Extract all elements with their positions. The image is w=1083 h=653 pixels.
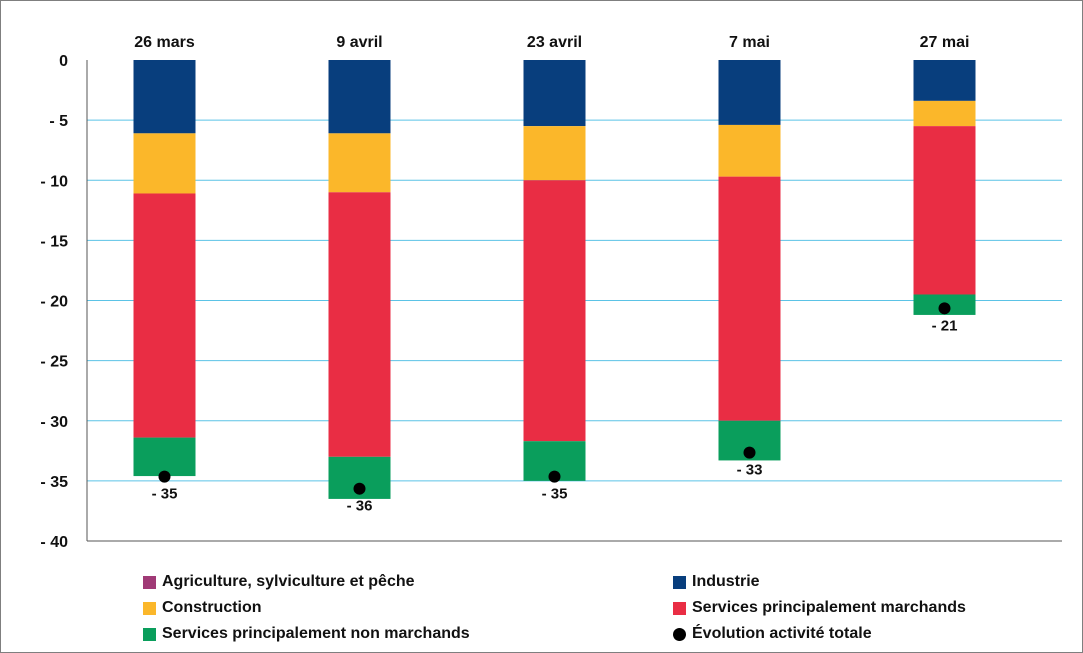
total-label: - 35: [152, 486, 178, 503]
y-tick-label: - 25: [40, 354, 68, 371]
y-tick-label: - 40: [40, 534, 68, 551]
y-tick-label: - 35: [40, 474, 68, 491]
bar-segment: [718, 176, 781, 421]
bar-segment: [523, 180, 586, 442]
total-label: - 21: [932, 317, 958, 334]
bar-segment: [523, 60, 586, 127]
y-axis: 0 - 5 - 10 - 15 - 20 - 25 - 30 - 35 - 40: [40, 53, 1062, 551]
bar-segment: [133, 193, 196, 438]
bar-segment: [133, 437, 196, 477]
bar-segment: [328, 192, 391, 457]
total-marker: [353, 482, 366, 495]
bar-segment: [328, 133, 391, 193]
y-tick-label: - 30: [40, 414, 68, 431]
total-markers: - 35 - 36 - 35 - 33 - 21: [152, 302, 958, 515]
total-marker: [938, 302, 951, 315]
bar-segment: [133, 133, 196, 194]
total-marker: [158, 470, 171, 483]
x-tick-label: 26 mars: [134, 34, 195, 51]
y-tick-label: - 15: [40, 233, 68, 250]
x-tick-label: 9 avril: [336, 34, 382, 51]
bar-segment: [328, 60, 391, 134]
total-label: - 33: [737, 462, 763, 479]
x-tick-label: 23 avril: [527, 34, 582, 51]
x-axis-labels: 26 mars 9 avril 23 avril 7 mai 27 mai: [134, 34, 969, 51]
bar-segment: [718, 60, 781, 125]
bars: [133, 60, 976, 499]
y-tick-label: - 20: [40, 294, 68, 311]
bar-segment: [523, 126, 586, 181]
total-label: - 36: [347, 498, 373, 515]
bar-segment: [133, 60, 196, 134]
y-tick-label: 0: [59, 53, 68, 70]
bar-segment: [913, 126, 976, 295]
total-marker: [548, 470, 561, 483]
y-tick-label: - 5: [49, 113, 68, 130]
total-label: - 35: [542, 486, 568, 503]
bar-segment: [913, 100, 976, 127]
bar-segment: [718, 124, 781, 177]
x-tick-label: 27 mai: [920, 34, 970, 51]
total-marker: [743, 446, 756, 459]
y-tick-label: - 10: [40, 173, 68, 190]
bar-segment: [913, 60, 976, 101]
x-tick-label: 7 mai: [729, 34, 770, 51]
